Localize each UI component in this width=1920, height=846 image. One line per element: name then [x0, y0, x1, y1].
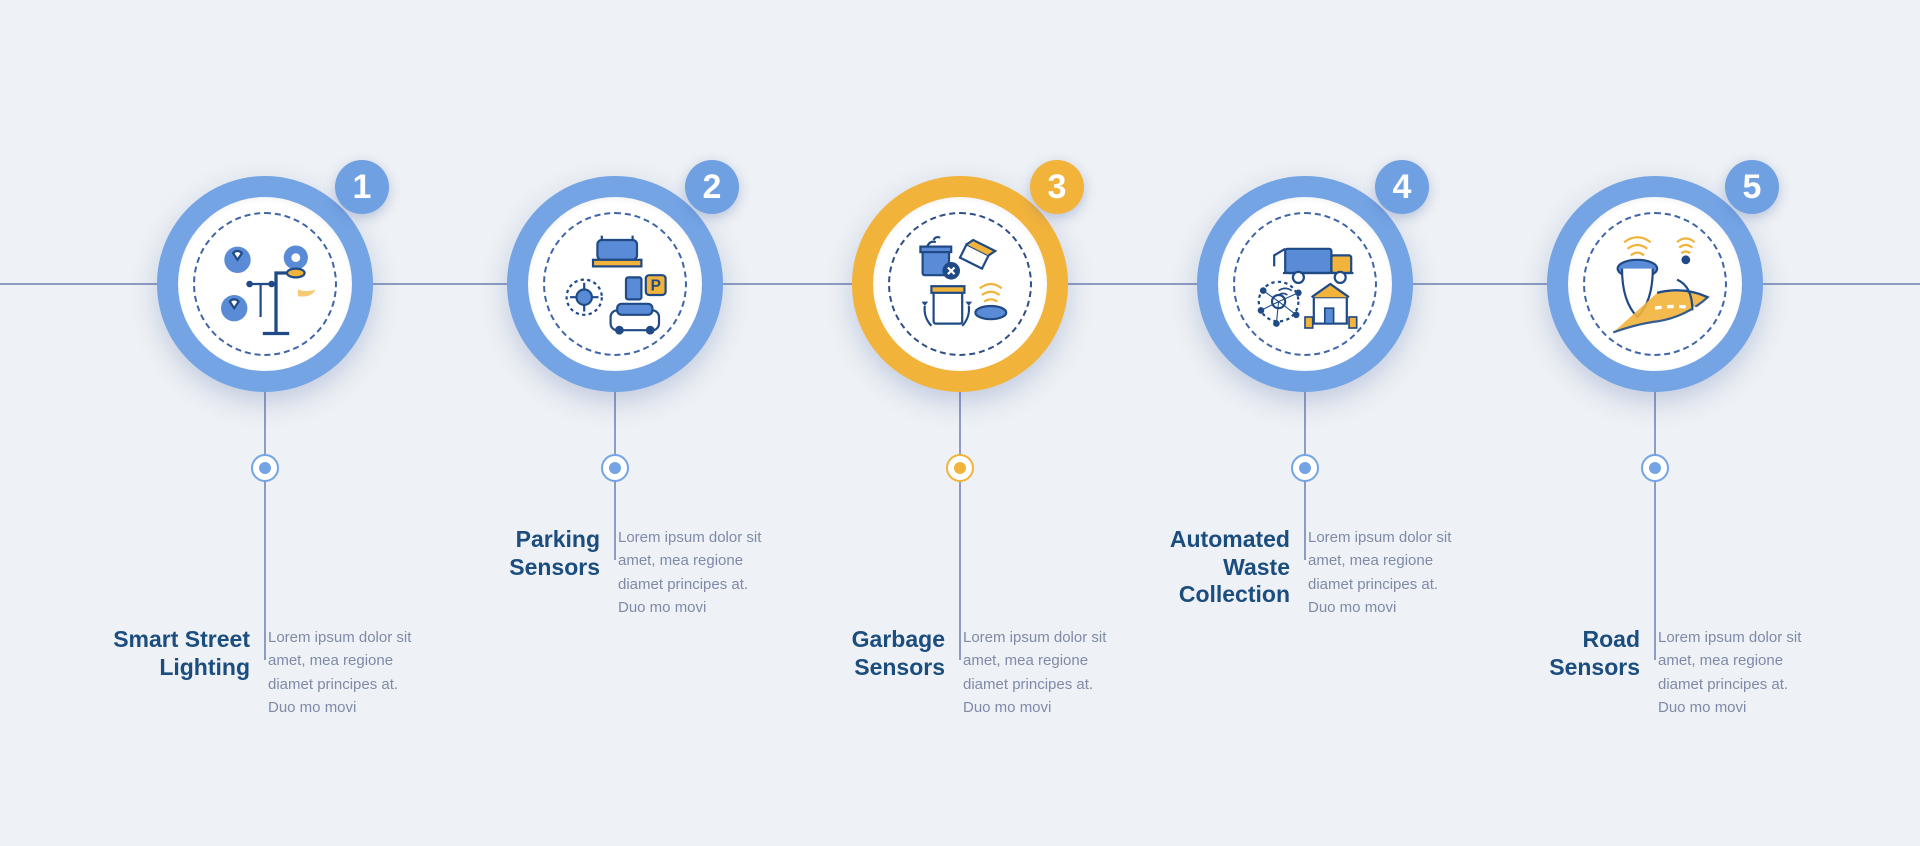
lighting-icon: [210, 229, 320, 339]
garbage-icon: [905, 229, 1015, 339]
parking-icon: [560, 229, 670, 339]
connector-dot: [1649, 462, 1661, 474]
step-title: Garbage Sensors: [805, 626, 945, 719]
connector-dot-ring: [251, 454, 279, 482]
connector-dot: [609, 462, 621, 474]
step-circle: 1: [157, 176, 373, 392]
step-text: Road Sensors Lorem ipsum dolor sit amet,…: [1500, 626, 1810, 719]
connector-dot-ring: [946, 454, 974, 482]
step-text: Parking Sensors Lorem ipsum dolor sit am…: [460, 526, 770, 619]
connector-dot-ring: [1641, 454, 1669, 482]
step-number-badge: 4: [1375, 160, 1429, 214]
infographic-step: 3 Garbage Sensors Lorem ipsum dolor sit …: [805, 0, 1115, 846]
step-circle: 4: [1197, 176, 1413, 392]
road-icon: [1600, 229, 1710, 339]
step-circle-inner: [873, 197, 1047, 371]
vertical-connector: [959, 380, 961, 660]
step-text: Automated Waste Collection Lorem ipsum d…: [1150, 526, 1460, 619]
waste-icon: [1250, 229, 1360, 339]
step-circle-inner: [528, 197, 702, 371]
step-title: Road Sensors: [1500, 626, 1640, 719]
step-description: Lorem ipsum dolor sit amet, mea regione …: [1658, 626, 1810, 719]
items-container: 1 Smart Street Lighting Lorem ipsum dolo…: [0, 0, 1920, 846]
step-circle-dash: [888, 212, 1032, 356]
infographic-step: 2 Parking Sensors Lorem ipsum dolor sit …: [460, 0, 770, 846]
step-circle-dash: [193, 212, 337, 356]
infographic-step: 1 Smart Street Lighting Lorem ipsum dolo…: [110, 0, 420, 846]
step-number-badge: 1: [335, 160, 389, 214]
step-description: Lorem ipsum dolor sit amet, mea regione …: [268, 626, 420, 719]
connector-dot: [1299, 462, 1311, 474]
step-description: Lorem ipsum dolor sit amet, mea regione …: [1308, 526, 1460, 619]
step-number-badge: 2: [685, 160, 739, 214]
infographic-step: 4 Automated Waste Collection Lorem ipsum…: [1150, 0, 1460, 846]
step-description: Lorem ipsum dolor sit amet, mea regione …: [963, 626, 1115, 719]
vertical-connector: [1654, 380, 1656, 660]
step-circle-dash: [1583, 212, 1727, 356]
step-circle-inner: [1568, 197, 1742, 371]
step-number-badge: 3: [1030, 160, 1084, 214]
step-circle: 5: [1547, 176, 1763, 392]
step-title: Parking Sensors: [460, 526, 600, 619]
step-circle-inner: [178, 197, 352, 371]
connector-dot-ring: [601, 454, 629, 482]
step-description: Lorem ipsum dolor sit amet, mea regione …: [618, 526, 770, 619]
infographic-step: 5 Road Sensors Lorem ipsum dolor sit ame…: [1500, 0, 1810, 846]
step-title: Automated Waste Collection: [1150, 526, 1290, 619]
step-number-badge: 5: [1725, 160, 1779, 214]
step-circle-dash: [1233, 212, 1377, 356]
step-circle: 2: [507, 176, 723, 392]
step-text: Smart Street Lighting Lorem ipsum dolor …: [110, 626, 420, 719]
step-text: Garbage Sensors Lorem ipsum dolor sit am…: [805, 626, 1115, 719]
step-circle-inner: [1218, 197, 1392, 371]
step-circle-dash: [543, 212, 687, 356]
connector-dot-ring: [1291, 454, 1319, 482]
vertical-connector: [264, 380, 266, 660]
step-title: Smart Street Lighting: [110, 626, 250, 719]
connector-dot: [954, 462, 966, 474]
step-circle: 3: [852, 176, 1068, 392]
connector-dot: [259, 462, 271, 474]
